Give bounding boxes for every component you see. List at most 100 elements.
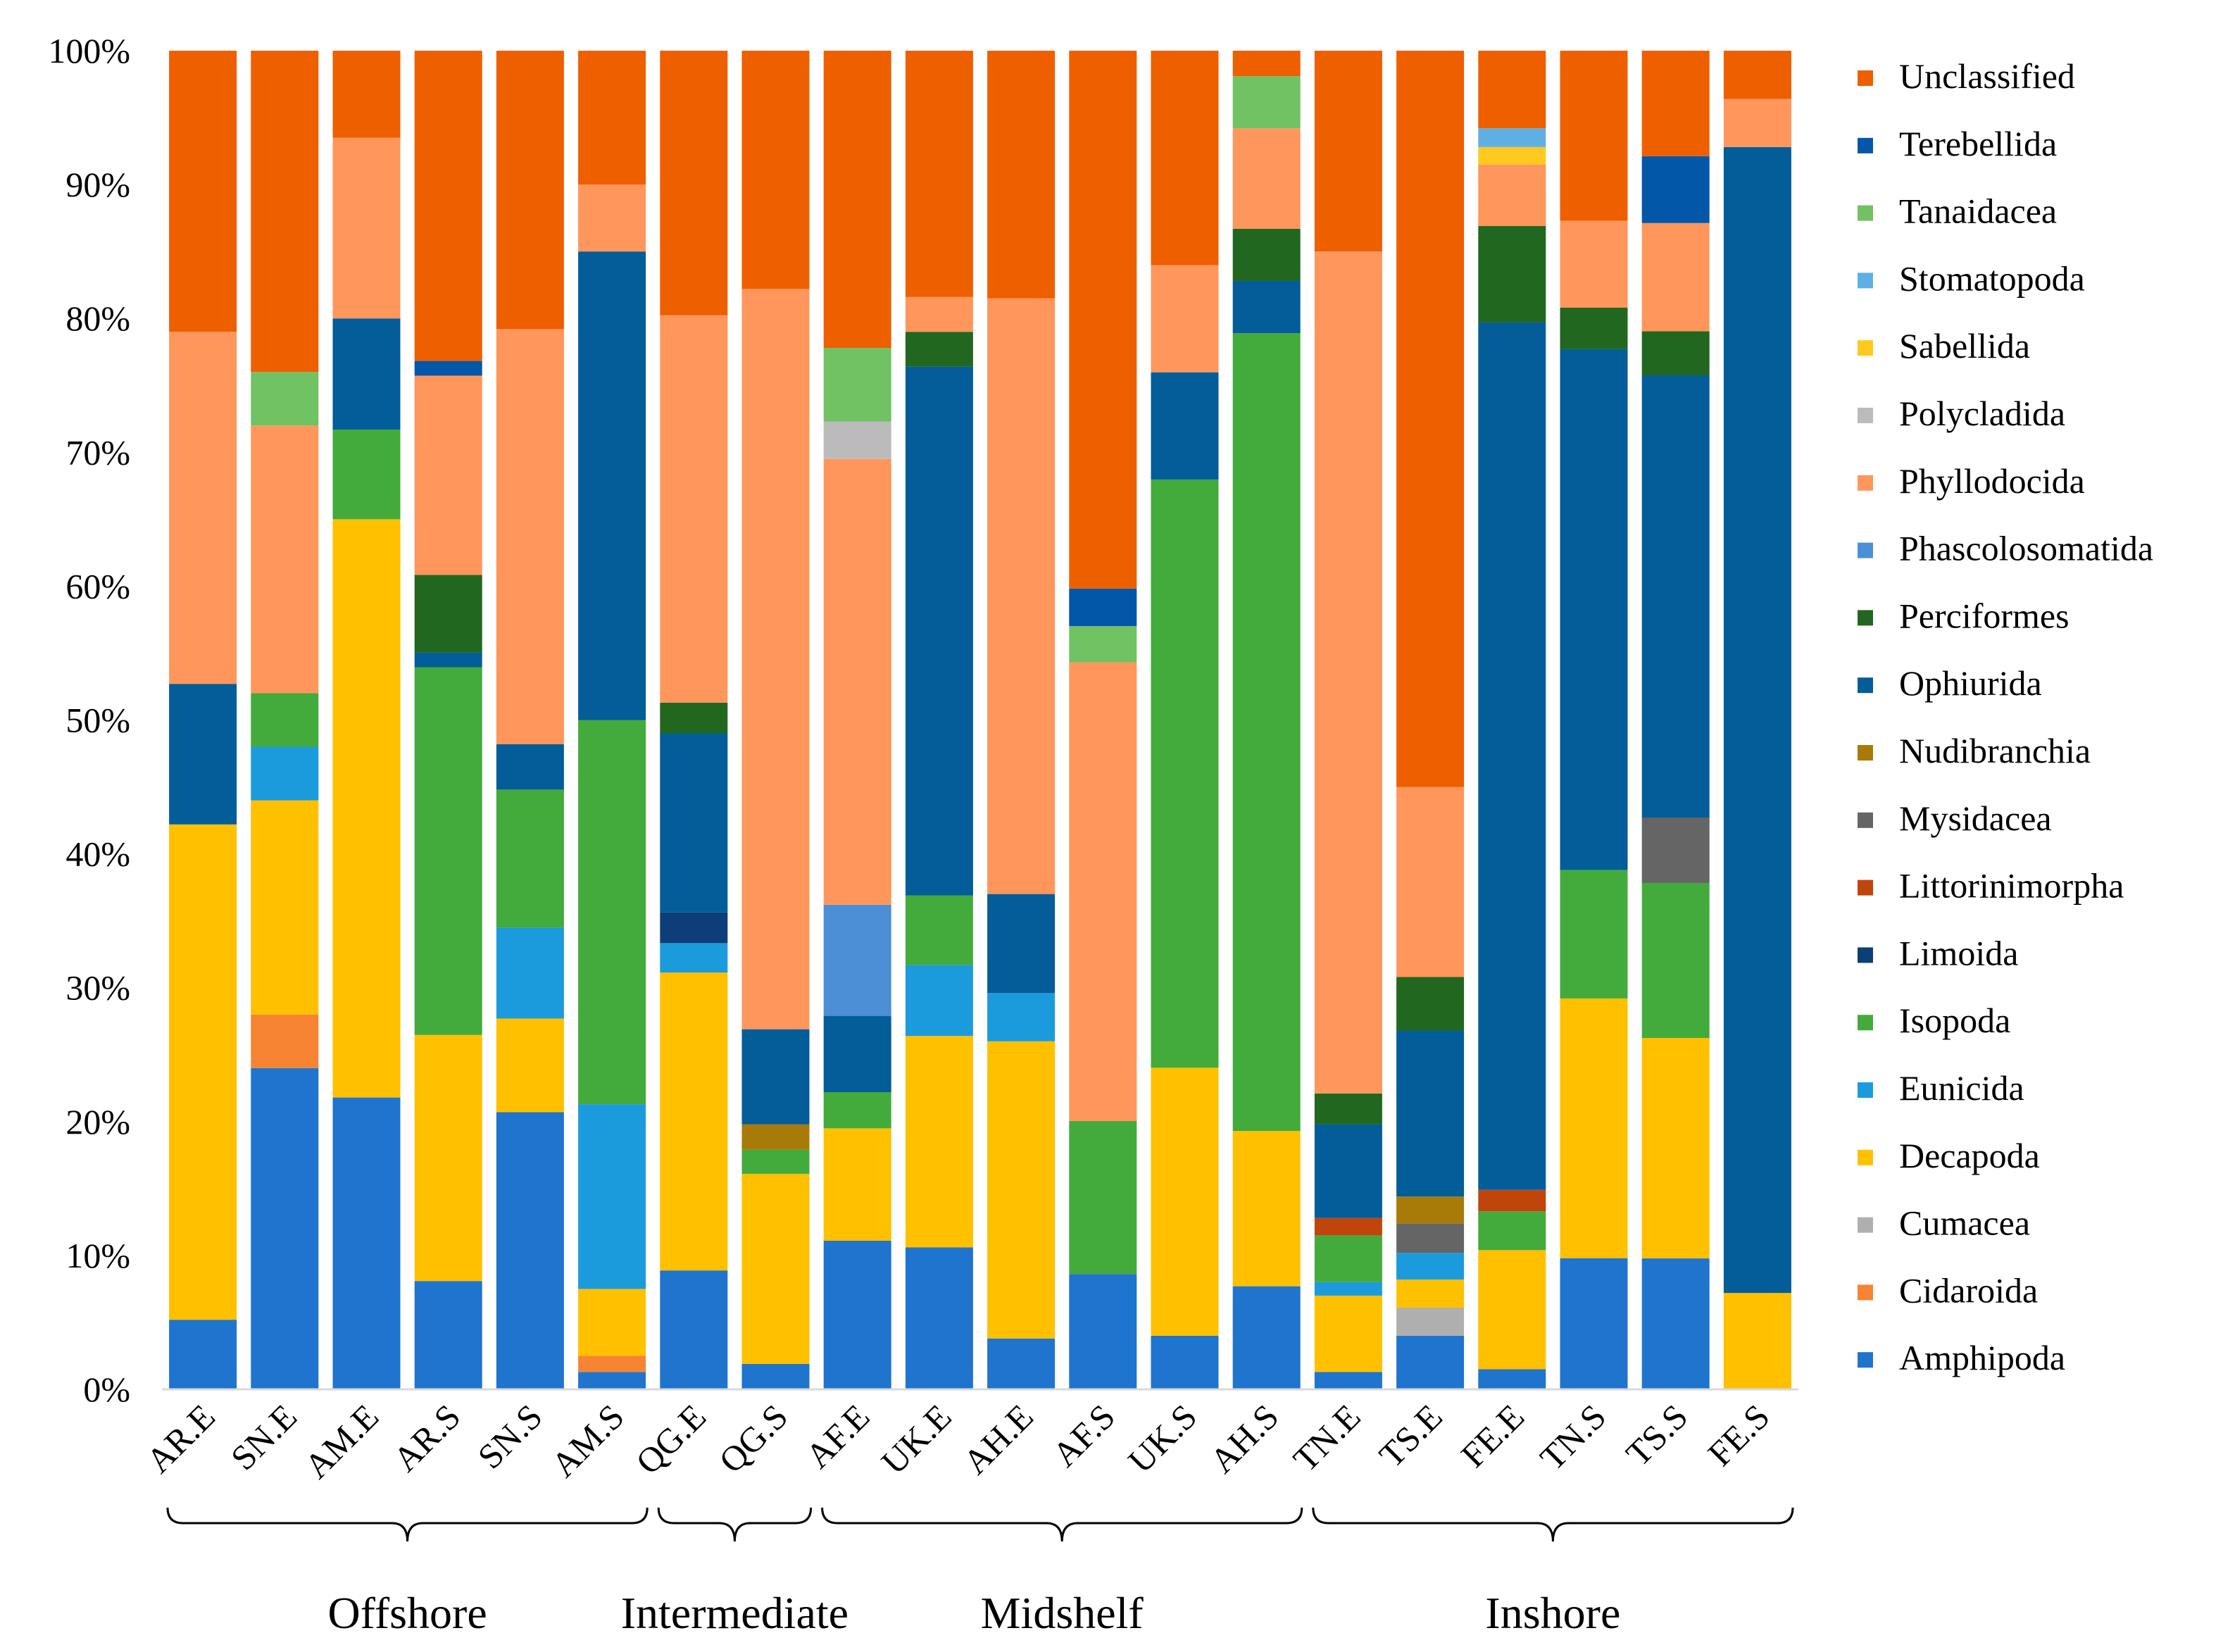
legend-item: Mysidacea [1858, 799, 2052, 838]
legend-item: Nudibranchia [1858, 731, 2091, 770]
bar-segment-nudibranchia [1396, 1196, 1465, 1224]
bar-segment-decapoda [1560, 998, 1628, 1258]
bar-segment-terebellida [1641, 156, 1710, 223]
x-tick-label: TN.S [1532, 1396, 1613, 1477]
bar-segment-perciformes [414, 575, 482, 653]
bar-segment-ophiurida [169, 684, 237, 825]
bar-stack [169, 51, 237, 1389]
bar-stack [1560, 51, 1628, 1389]
legend-item: Phyllodocida [1858, 461, 2085, 501]
bar-segment-decapoda [332, 519, 401, 1098]
legend-item: Decapoda [1858, 1136, 2040, 1175]
group-bracket [821, 1507, 1303, 1542]
bar-segment-decapoda [905, 1036, 973, 1248]
bar-segment-littorinimorpha [1478, 1189, 1546, 1212]
bar-segment-perciformes [660, 702, 728, 734]
group-label: Offshore [327, 1588, 487, 1638]
bar-segment-cumacea [1396, 1308, 1465, 1336]
bar-segment-amphipoda [1396, 1335, 1465, 1389]
bar-segment-ophiurida [1723, 146, 1791, 1294]
bar-segment-decapoda [414, 1034, 482, 1282]
legend-swatch [1858, 137, 1873, 154]
bar-stack [1151, 51, 1219, 1389]
bar-segment-eunicida [496, 927, 564, 1019]
bar-segment-perciformes [1478, 226, 1546, 323]
bar-segment-decapoda [1232, 1131, 1301, 1287]
bar-segment-phyllodocida [496, 329, 564, 744]
bar-segment-phyllodocida [1641, 223, 1710, 332]
bar-segment-decapoda [1396, 1279, 1465, 1308]
legend-item: Amphipoda [1858, 1338, 2065, 1377]
bar-segment-amphipoda [1232, 1286, 1301, 1389]
legend-item: Phascolosomatida [1858, 529, 2153, 568]
bar-segment-cidaroida [578, 1356, 646, 1372]
bar-stack [987, 51, 1056, 1389]
bar-segment-phyllodocida [1560, 220, 1628, 308]
bar-segment-isopoda [1478, 1211, 1546, 1251]
y-tick-label: 90% [65, 165, 130, 204]
bar-segment-tanaidacea [1069, 626, 1137, 663]
bar-segment-eunicida [1396, 1253, 1465, 1280]
legend-label: Littorinimorpha [1899, 866, 2124, 906]
bar-segment-perciformes [1641, 331, 1710, 376]
bar-stack [578, 51, 646, 1389]
bar-segment-unclassified [905, 51, 973, 297]
legend-label: Stomatopoda [1899, 258, 2085, 298]
legend-swatch [1858, 1217, 1873, 1233]
group-label: Intermediate [621, 1588, 849, 1638]
bars [169, 51, 1791, 1389]
legend-item: Ophiurida [1858, 663, 2042, 703]
bar-segment-decapoda [823, 1128, 891, 1241]
bar-segment-decapoda [578, 1289, 646, 1356]
bar-segment-unclassified [1723, 51, 1791, 99]
bar-segment-ophiurida [1478, 322, 1546, 1190]
bar-segment-decapoda [169, 824, 237, 1320]
bar-segment-tanaidacea [823, 348, 891, 422]
bar-segment-unclassified [578, 51, 646, 185]
bar-segment-amphipoda [823, 1240, 891, 1389]
legend-label: Nudibranchia [1899, 731, 2091, 770]
bar-stack [332, 51, 401, 1389]
bar-stack [1314, 51, 1382, 1389]
bar-segment-ophiurida [578, 251, 646, 720]
legend-swatch [1858, 70, 1873, 86]
bar-stack [905, 51, 973, 1389]
bar-segment-decapoda [1314, 1295, 1382, 1372]
legend-swatch [1858, 205, 1873, 221]
bar-segment-isopoda [578, 720, 646, 1105]
bar-segment-ophiurida [496, 744, 564, 790]
bar-segment-eunicida [1314, 1282, 1382, 1296]
bar-segment-mysidacea [1641, 818, 1710, 883]
x-tick-label: SN.E [223, 1396, 304, 1477]
bar-segment-unclassified [1314, 51, 1382, 252]
legend-swatch [1858, 1149, 1873, 1165]
bar-segment-amphipoda [414, 1281, 482, 1389]
bar-segment-decapoda [1478, 1250, 1546, 1370]
bar-segment-ophiurida [660, 733, 728, 913]
bar-segment-phyllodocida [823, 458, 891, 905]
group-bracket [166, 1507, 649, 1542]
legend-label: Cumacea [1899, 1203, 2030, 1243]
bar-segment-unclassified [1232, 51, 1301, 77]
bar-segment-eunicida [905, 965, 973, 1037]
legend-item: Cidaroida [1858, 1270, 2038, 1310]
bar-segment-eunicida [578, 1104, 646, 1289]
bar-segment-perciformes [1314, 1093, 1382, 1125]
y-tick-label: 60% [65, 566, 130, 606]
bar-segment-isopoda [251, 693, 319, 747]
x-tick-label: FE.S [1700, 1396, 1777, 1473]
legend-swatch [1858, 677, 1873, 694]
bar-segment-ophiurida [1560, 349, 1628, 870]
bar-segment-isopoda [1232, 333, 1301, 1132]
legend-swatch [1858, 880, 1873, 896]
bar-segment-polycladida [823, 421, 891, 459]
bar-segment-ophiurida [823, 1015, 891, 1092]
x-tick-label: FE.E [1453, 1396, 1532, 1475]
x-tick-label: UK.S [1120, 1396, 1204, 1480]
legend-label: Phyllodocida [1899, 461, 2085, 501]
legend-item: Polycladida [1858, 394, 2065, 433]
bar-segment-phyllodocida [414, 375, 482, 575]
y-tick-label: 80% [65, 299, 130, 338]
bar-segment-unclassified [251, 51, 319, 373]
